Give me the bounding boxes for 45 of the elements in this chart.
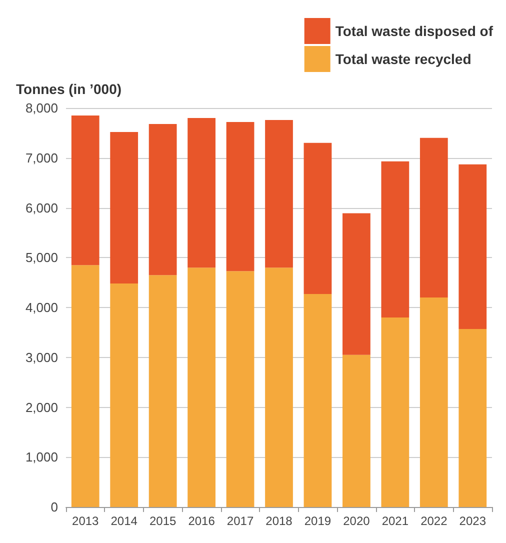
bar: [342, 213, 370, 355]
bar: [265, 120, 293, 268]
legend-label: Total waste disposed of: [335, 23, 494, 39]
bar: [148, 124, 177, 276]
y-tick-label: 7,000: [25, 150, 58, 166]
bar: [304, 294, 332, 507]
x-tick-label: 2016: [188, 514, 216, 528]
bar: [381, 161, 410, 318]
bar: [110, 132, 138, 284]
x-tick-label: 2020: [343, 514, 370, 528]
x-tick-label: 2014: [110, 514, 138, 528]
y-tick-label: 1,000: [25, 450, 58, 465]
bar: [226, 122, 254, 272]
bar: [71, 265, 100, 507]
x-tick-label: 2017: [226, 514, 254, 528]
bar: [342, 354, 370, 507]
x-tick-label: 2018: [266, 514, 293, 528]
y-tick-label: 4,000: [25, 300, 58, 315]
bar: [458, 328, 487, 507]
y-tick-label: 6,000: [25, 200, 58, 216]
bar: [420, 298, 448, 507]
y-tick-label: 3,000: [25, 350, 58, 365]
x-tick-label: 2023: [459, 514, 486, 528]
bar: [304, 142, 332, 294]
bar: [188, 268, 216, 507]
x-tick-label: 2019: [304, 514, 332, 528]
bar: [381, 317, 410, 507]
x-tick-label: 2013: [72, 514, 100, 528]
bar: [458, 164, 487, 329]
y-tick-label: 2,000: [25, 400, 58, 415]
bar: [226, 271, 254, 507]
bar: [148, 275, 177, 507]
y-tick-label: 0: [50, 500, 58, 514]
bar: [110, 284, 138, 507]
y-tick-label: 5,000: [25, 250, 58, 266]
x-tick-label: 2015: [149, 514, 176, 528]
bar: [265, 268, 293, 507]
bar: [420, 138, 448, 298]
bar: [188, 118, 216, 268]
bar: [71, 115, 100, 266]
y-axis-title: Tonnes (in ’000): [16, 81, 122, 97]
x-tick-label: 2022: [420, 514, 448, 528]
legend-label: Total waste recycled: [335, 51, 472, 67]
y-tick-label: 8,000: [25, 100, 58, 116]
x-tick-label: 2021: [382, 514, 409, 528]
